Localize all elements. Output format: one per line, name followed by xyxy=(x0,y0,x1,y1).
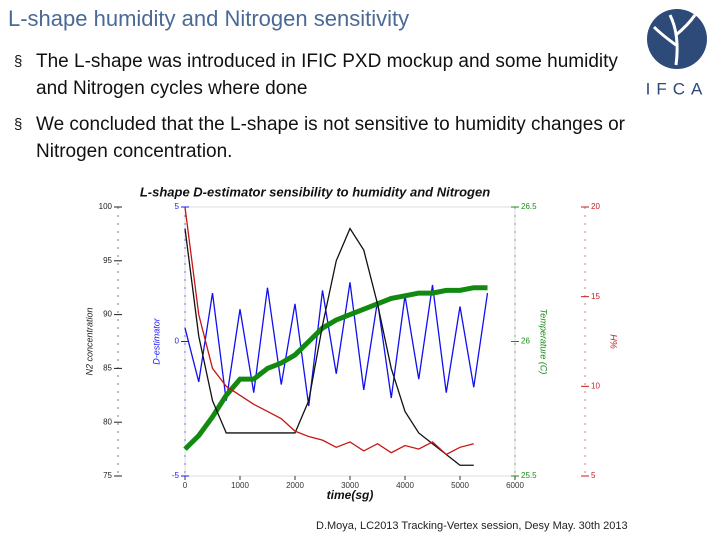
x-tick-label: 0 xyxy=(183,481,188,490)
y-tick-label: 26.5 xyxy=(521,202,537,211)
footer: D.Moya, LC2013 Tracking-Vertex session, … xyxy=(316,520,628,532)
series-line xyxy=(184,227,474,466)
y-tick-label: 85 xyxy=(103,364,112,373)
x-tick-label: 6000 xyxy=(506,481,524,490)
y-axis-label: N2 concentration xyxy=(84,307,94,375)
x-tick-label: 1000 xyxy=(231,481,249,490)
logo-sprout xyxy=(652,14,697,66)
x-tick-label: 2000 xyxy=(286,481,304,490)
bullet: The L-shape was introduced in IFIC PXD m… xyxy=(14,48,646,102)
series-line xyxy=(184,282,489,407)
y-tick-label: 90 xyxy=(103,310,112,319)
series-line xyxy=(183,285,488,451)
y-tick-label: -5 xyxy=(172,471,180,480)
y-tick-label: 0 xyxy=(175,337,180,346)
x-tick-label: 4000 xyxy=(396,481,414,490)
logo-text: IFCA xyxy=(646,79,709,98)
y-tick-label: 15 xyxy=(591,292,600,301)
y-tick-label: 5 xyxy=(175,202,180,211)
y-tick-label: 25.5 xyxy=(521,471,537,480)
y-tick-label: 75 xyxy=(103,471,112,480)
logo: IFCA xyxy=(646,9,709,98)
y-axis-label: H% xyxy=(609,334,619,349)
y-tick-label: 20 xyxy=(591,202,600,211)
y-tick-label: 5 xyxy=(591,471,596,480)
series-line xyxy=(184,206,474,456)
y-tick-label: 26 xyxy=(521,337,530,346)
bullet: We concluded that the L-shape is not sen… xyxy=(14,111,646,165)
y-axis-label: D-estimator xyxy=(151,317,161,365)
y-tick-label: 95 xyxy=(103,256,112,265)
y-axis-label: Temperature (C) xyxy=(539,309,549,375)
plot-area xyxy=(184,206,516,477)
y-tick-label: 100 xyxy=(99,202,113,211)
chart-title: L-shape D-estimator sensibility to humid… xyxy=(140,184,490,199)
y-tick-label: 80 xyxy=(103,417,112,426)
x-axis-label: time(sg) xyxy=(327,488,374,502)
x-tick-label: 5000 xyxy=(451,481,469,490)
slide-title: L-shape humidity and Nitrogen sensitivit… xyxy=(8,6,410,31)
x-tick-label: 3000 xyxy=(341,481,359,490)
y-tick-label: 10 xyxy=(591,381,600,390)
